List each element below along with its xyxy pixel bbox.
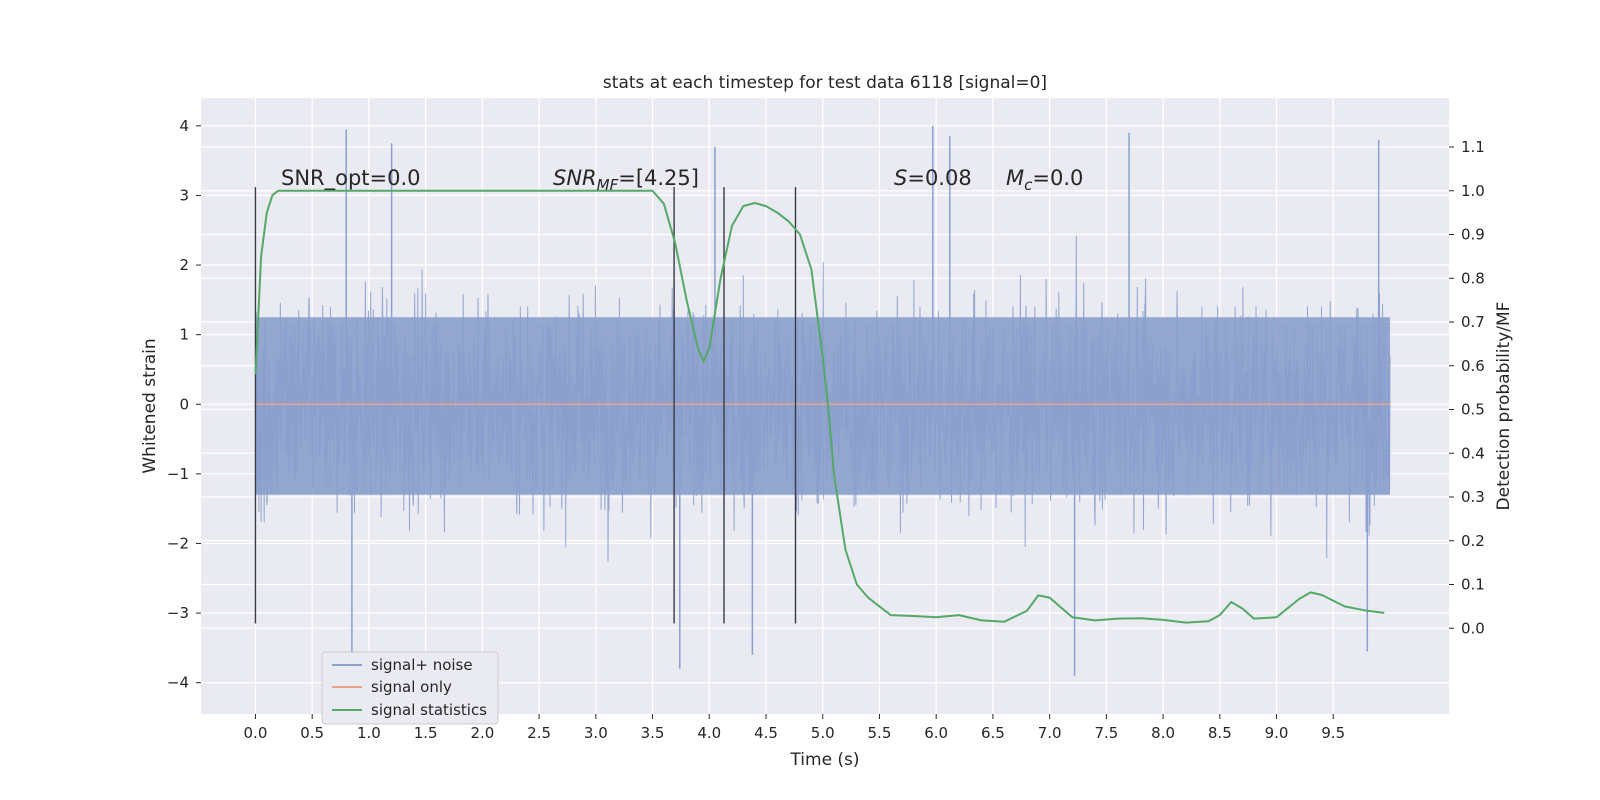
x-tick-label: 2.0 bbox=[470, 724, 494, 742]
legend-label-signal-only: signal only bbox=[371, 678, 452, 696]
y-axis-label-right: Detection probability/MF bbox=[1494, 302, 1514, 511]
x-tick-label: 0.5 bbox=[300, 724, 324, 742]
y-right-tick-label: 1.1 bbox=[1461, 138, 1485, 156]
y-right-tick-label: 0.8 bbox=[1461, 269, 1485, 287]
legend-label-noise: signal+ noise bbox=[371, 656, 473, 674]
y-left-tick-label: −3 bbox=[167, 604, 189, 622]
annotation-mc-main: M bbox=[1006, 166, 1024, 190]
y-right-tick-label: 0.7 bbox=[1461, 313, 1485, 331]
x-tick-label: 2.5 bbox=[527, 724, 551, 742]
annotation-mc-sub: c bbox=[1024, 176, 1033, 194]
x-tick-label: 4.0 bbox=[697, 724, 721, 742]
x-tick-label: 6.5 bbox=[981, 724, 1005, 742]
annotation-s: S=0.08 bbox=[894, 166, 972, 190]
legend: signal+ noise signal only signal statist… bbox=[321, 651, 499, 725]
y-left-tick-label: 3 bbox=[179, 186, 189, 204]
annotation-mc-value: =0.0 bbox=[1032, 166, 1083, 190]
y-right-tick-label: 0.3 bbox=[1461, 488, 1485, 506]
y-left-tick-label: 0 bbox=[179, 395, 189, 413]
annotation-snr-mf: SNRMF=[4.25] bbox=[553, 166, 699, 194]
y-right-tick-label: 0.0 bbox=[1461, 619, 1485, 637]
annotation-s-value: =0.08 bbox=[907, 166, 971, 190]
x-tick-label: 0.0 bbox=[244, 724, 268, 742]
signal-statistics-series bbox=[254, 189, 1385, 624]
y-right-tick-label: 0.1 bbox=[1461, 576, 1485, 594]
x-tick-label: 5.0 bbox=[811, 724, 835, 742]
annotation-snr-mf-sub: MF bbox=[597, 176, 619, 194]
x-tick-label: 1.5 bbox=[414, 724, 438, 742]
y-left-tick-label: 1 bbox=[179, 326, 189, 344]
annotation-snr-mf-main: SNR bbox=[553, 166, 597, 190]
x-tick-label: 6.0 bbox=[924, 724, 948, 742]
x-tick-label: 8.0 bbox=[1151, 724, 1175, 742]
annotations: SNR_opt=0.0 SNRMF=[4.25] S=0.08 Mc=0.0 bbox=[281, 166, 1083, 194]
annotation-mc: Mc=0.0 bbox=[1006, 166, 1083, 194]
x-tick-label: 5.5 bbox=[868, 724, 892, 742]
y-right-tick-label: 0.5 bbox=[1461, 401, 1485, 419]
tick-labels: 0.0 0.5 1.0 1.5 2.0 2.5 3.0 3.5 4.0 4.5 5.0 5.5 6.0 6… bbox=[167, 117, 1485, 742]
x-tick-label: 1.0 bbox=[357, 724, 381, 742]
chart-title: stats at each timestep for test data 611… bbox=[603, 73, 1047, 93]
legend-box bbox=[321, 651, 499, 725]
noise-trace bbox=[255, 235, 1391, 562]
noise-series bbox=[255, 125, 1391, 676]
y-left-tick-label: 4 bbox=[179, 117, 189, 135]
x-tick-label: 4.5 bbox=[754, 724, 778, 742]
x-tick-label: 9.0 bbox=[1265, 724, 1289, 742]
y-right-tick-label: 0.2 bbox=[1461, 532, 1485, 550]
x-tick-label: 3.5 bbox=[641, 724, 665, 742]
y-right-tick-label: 0.6 bbox=[1461, 357, 1485, 375]
legend-label-statistics: signal statistics bbox=[371, 701, 487, 719]
y-left-tick-label: −2 bbox=[167, 534, 189, 552]
y-left-tick-label: −4 bbox=[167, 674, 189, 692]
statistics-line bbox=[254, 189, 1385, 624]
x-tick-label: 7.0 bbox=[1038, 724, 1062, 742]
annotation-snr-mf-value: =[4.25] bbox=[618, 166, 699, 190]
y-right-tick-label: 0.9 bbox=[1461, 226, 1485, 244]
x-tick-label: 7.5 bbox=[1094, 724, 1118, 742]
y-right-tick-label: 1.0 bbox=[1461, 182, 1485, 200]
x-axis-label: Time (s) bbox=[789, 750, 859, 770]
y-right-tick-label: 0.4 bbox=[1461, 444, 1485, 462]
x-tick-label: 8.5 bbox=[1208, 724, 1232, 742]
x-tick-label: 9.5 bbox=[1321, 724, 1345, 742]
y-left-tick-label: −1 bbox=[167, 465, 189, 483]
y-axis-label-left: Whitened strain bbox=[140, 338, 160, 473]
y-left-tick-label: 2 bbox=[179, 256, 189, 274]
x-tick-label: 3.0 bbox=[584, 724, 608, 742]
annotation-s-symbol: S bbox=[894, 166, 907, 190]
annotation-snr-opt: SNR_opt=0.0 bbox=[281, 166, 421, 191]
